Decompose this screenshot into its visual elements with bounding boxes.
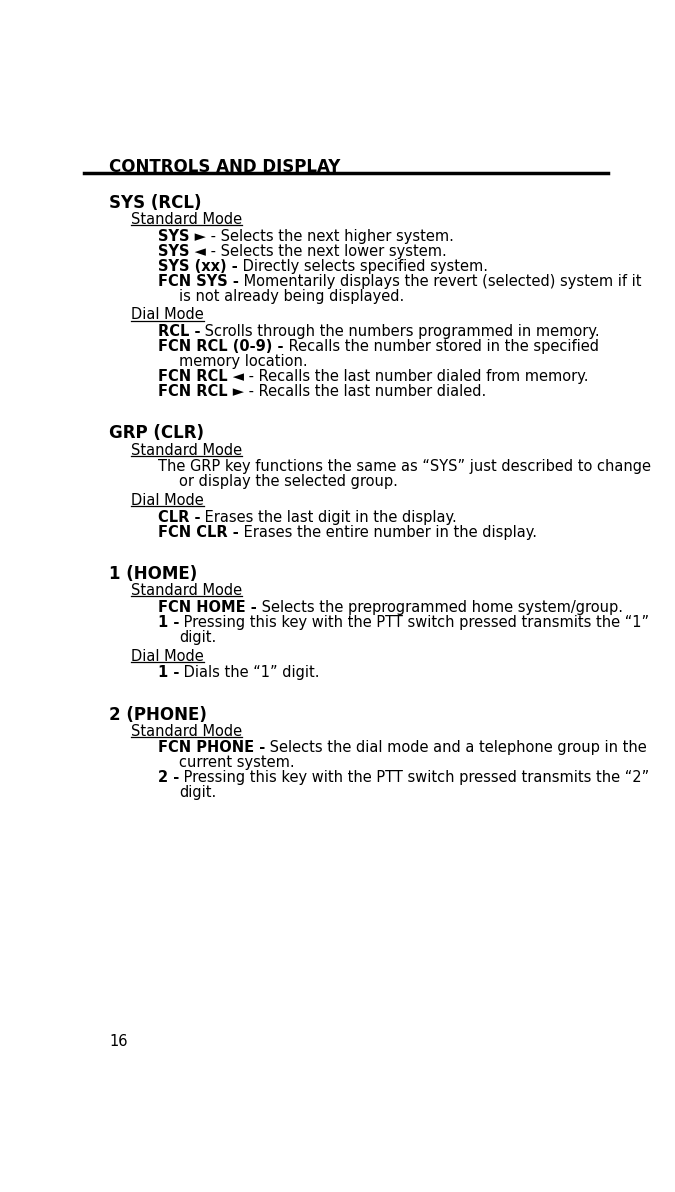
Text: 1 -: 1 - [158, 665, 180, 681]
Text: The GRP key functions the same as “SYS” just described to change: The GRP key functions the same as “SYS” … [158, 459, 651, 474]
Text: FCN RCL (0-9) -: FCN RCL (0-9) - [158, 339, 284, 354]
Text: CONTROLS AND DISPLAY: CONTROLS AND DISPLAY [109, 159, 341, 176]
Text: Scrolls through the numbers programmed in memory.: Scrolls through the numbers programmed i… [200, 324, 600, 339]
Text: Momentarily displays the revert (selected) system if it: Momentarily displays the revert (selecte… [239, 273, 641, 288]
Text: Dial Mode: Dial Mode [131, 308, 204, 322]
Text: SYS ►: SYS ► [158, 229, 206, 243]
Text: 2 (PHONE): 2 (PHONE) [109, 706, 207, 724]
Text: is not already being displayed.: is not already being displayed. [179, 288, 404, 304]
Text: RCL -: RCL - [158, 324, 200, 339]
Text: Dial Mode: Dial Mode [131, 648, 204, 664]
Text: 1 -: 1 - [158, 615, 180, 629]
Text: 1 (HOME): 1 (HOME) [109, 565, 197, 583]
Text: memory location.: memory location. [179, 354, 308, 370]
Text: - Selects the next higher system.: - Selects the next higher system. [206, 229, 454, 243]
Text: Pressing this key with the PTT switch pressed transmits the “2”: Pressing this key with the PTT switch pr… [180, 770, 649, 786]
Text: 2 -: 2 - [158, 770, 180, 786]
Text: GRP (CLR): GRP (CLR) [109, 424, 204, 442]
Text: Standard Mode: Standard Mode [131, 212, 242, 226]
Text: Selects the preprogrammed home system/group.: Selects the preprogrammed home system/gr… [256, 600, 623, 615]
Text: or display the selected group.: or display the selected group. [179, 474, 398, 489]
Text: FCN RCL ◄: FCN RCL ◄ [158, 370, 244, 384]
Text: digit.: digit. [179, 629, 216, 645]
Text: Standard Mode: Standard Mode [131, 724, 242, 739]
Text: Erases the entire number in the display.: Erases the entire number in the display. [239, 524, 537, 540]
Text: SYS ◄: SYS ◄ [158, 243, 206, 259]
Text: SYS (RCL): SYS (RCL) [109, 194, 202, 212]
Text: 16: 16 [109, 1035, 128, 1049]
Text: FCN HOME -: FCN HOME - [158, 600, 256, 615]
Text: Recalls the number stored in the specified: Recalls the number stored in the specifi… [284, 339, 599, 354]
Text: FCN SYS -: FCN SYS - [158, 273, 239, 288]
Text: Dials the “1” digit.: Dials the “1” digit. [180, 665, 320, 681]
Text: FCN PHONE -: FCN PHONE - [158, 740, 265, 756]
Text: Standard Mode: Standard Mode [131, 442, 242, 458]
Text: Pressing this key with the PTT switch pressed transmits the “1”: Pressing this key with the PTT switch pr… [180, 615, 649, 629]
Text: - Recalls the last number dialed from memory.: - Recalls the last number dialed from me… [244, 370, 589, 384]
Text: Erases the last digit in the display.: Erases the last digit in the display. [200, 509, 457, 524]
Text: - Selects the next lower system.: - Selects the next lower system. [206, 243, 447, 259]
Text: Directly selects specified system.: Directly selects specified system. [238, 259, 488, 273]
Text: SYS (xx) -: SYS (xx) - [158, 259, 238, 273]
Text: CLR -: CLR - [158, 509, 200, 524]
Text: FCN RCL ►: FCN RCL ► [158, 384, 244, 399]
Text: Selects the dial mode and a telephone group in the: Selects the dial mode and a telephone gr… [265, 740, 647, 756]
Text: current system.: current system. [179, 756, 294, 770]
Text: digit.: digit. [179, 786, 216, 800]
Text: Standard Mode: Standard Mode [131, 583, 242, 598]
Text: Dial Mode: Dial Mode [131, 493, 204, 508]
Text: FCN CLR -: FCN CLR - [158, 524, 239, 540]
Text: - Recalls the last number dialed.: - Recalls the last number dialed. [244, 384, 486, 399]
